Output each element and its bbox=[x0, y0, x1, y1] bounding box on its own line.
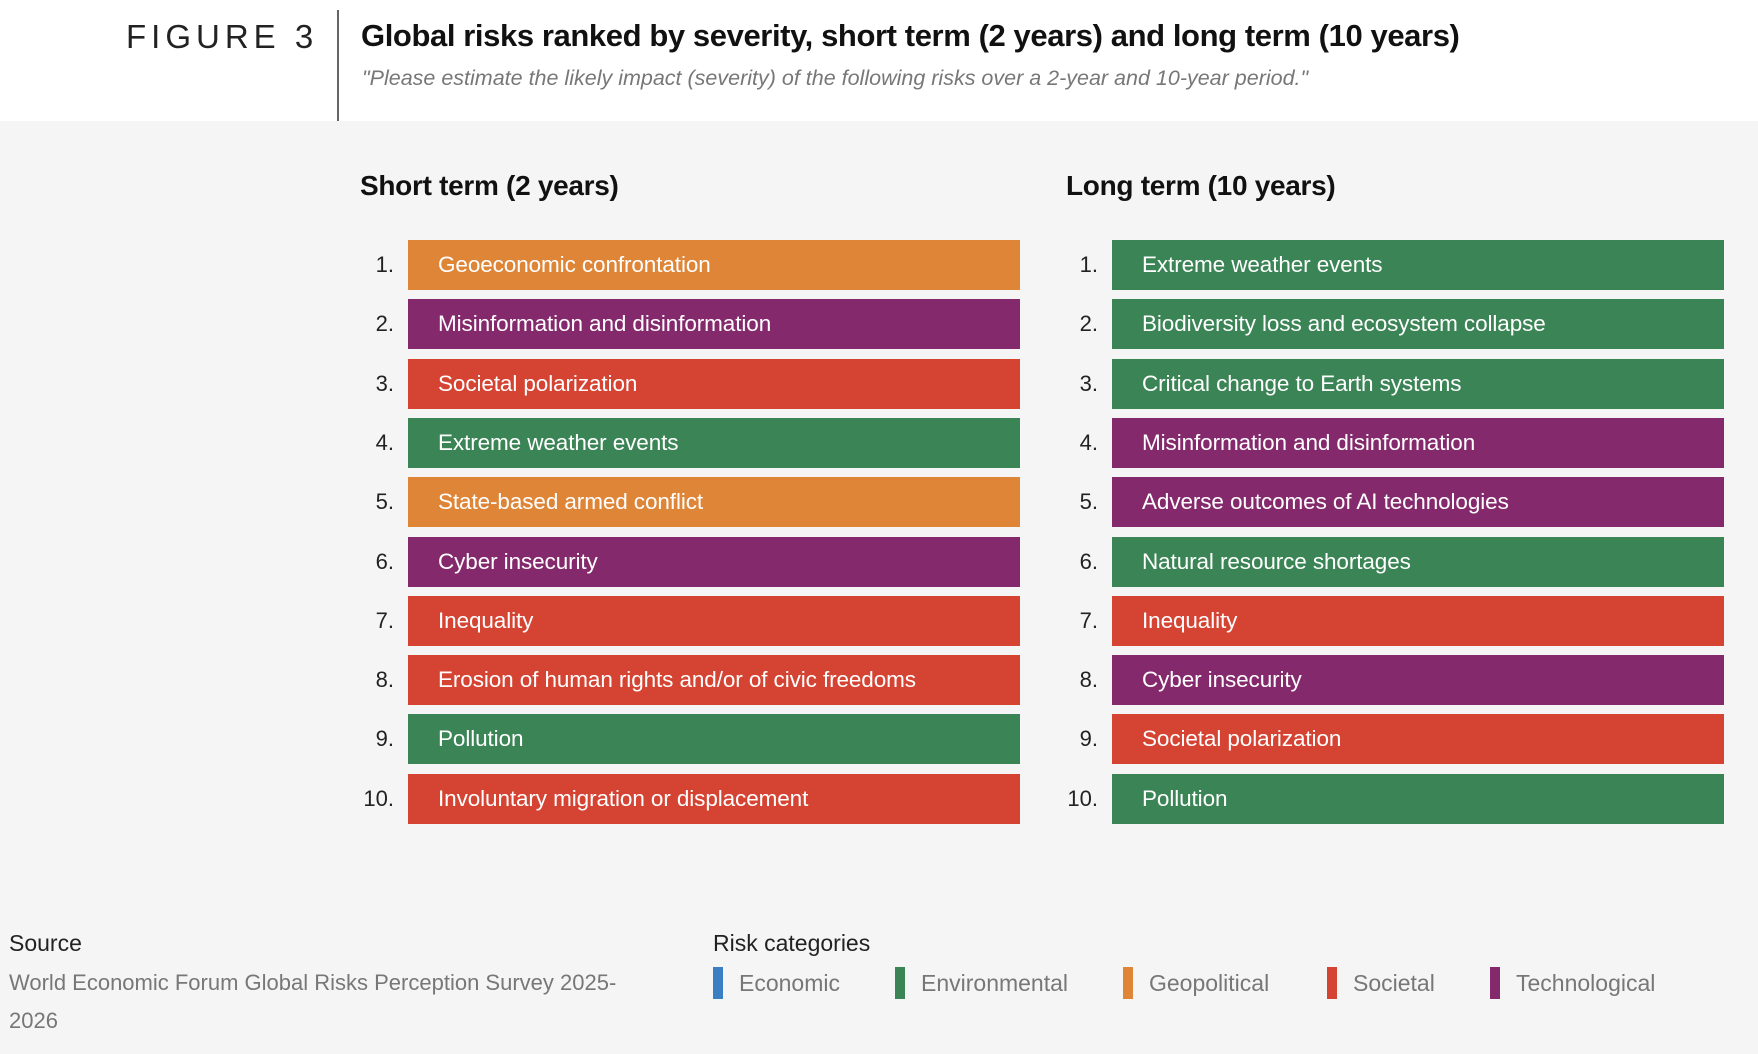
short-term-rank-number: 3. bbox=[375, 370, 394, 396]
long-term-risk-bar: Adverse outcomes of AI technologies bbox=[1112, 477, 1724, 528]
legend-item-economic: Economic bbox=[713, 967, 840, 999]
short-term-rank-number: 1. bbox=[375, 252, 394, 277]
long-term-risk-bar: Misinformation and disinformation bbox=[1112, 417, 1724, 468]
legend-label: Geopolitical bbox=[1149, 969, 1270, 996]
legend-item-technological: Technological bbox=[1490, 967, 1655, 999]
long-term-risk-bar: Critical change to Earth systems bbox=[1112, 358, 1724, 409]
legend-label: Societal bbox=[1353, 969, 1435, 996]
long-term-risk-bar: Inequality bbox=[1112, 595, 1724, 646]
long-term-heading: Long term (10 years) bbox=[1066, 170, 1336, 201]
short-term-risk-bar: Inequality bbox=[408, 595, 1020, 646]
long-term-rank-number: 3. bbox=[1079, 370, 1098, 396]
long-term-risk-bar: Societal polarization bbox=[1112, 714, 1724, 765]
long-term-rank-number: 2. bbox=[1079, 311, 1098, 337]
figure-subtitle: "Please estimate the likely impact (seve… bbox=[362, 66, 1309, 90]
long-term-rank-number: 9. bbox=[1079, 726, 1098, 752]
short-term-rank-number: 2. bbox=[375, 311, 394, 337]
figure-label: FIGURE 3 bbox=[126, 18, 319, 55]
figure-header: FIGURE 3 Global risks ranked by severity… bbox=[0, 0, 1758, 121]
long-term-risk-bar: Natural resource shortages bbox=[1112, 536, 1724, 587]
legend-items: Economic Environmental Geopolitical Societa… bbox=[713, 964, 1753, 1004]
short-term-risk-bar: Cyber insecurity bbox=[408, 536, 1020, 587]
legend-swatch bbox=[1123, 967, 1133, 999]
long-term-risk-bar: Pollution bbox=[1112, 773, 1724, 824]
long-term-rank-number: 6. bbox=[1079, 548, 1098, 574]
long-term-rank-number: 5. bbox=[1079, 489, 1098, 515]
source-text: World Economic Forum Global Risks Percep… bbox=[9, 970, 617, 1033]
short-term-rank-number: 5. bbox=[375, 489, 394, 515]
short-term-rank-number: 9. bbox=[375, 726, 394, 752]
source-note: Source World Economic Forum Global Risks… bbox=[9, 928, 629, 1040]
figure-title: Global risks ranked by severity, short t… bbox=[361, 18, 1460, 53]
short-term-risk-bar: Geoeconomic confrontation bbox=[408, 240, 1020, 290]
long-term-rank-number: 4. bbox=[1079, 429, 1098, 455]
legend-item-societal: Societal bbox=[1327, 967, 1435, 999]
long-term-rank-number: 8. bbox=[1079, 667, 1098, 693]
short-term-rank-number: 7. bbox=[375, 607, 394, 633]
header-divider bbox=[337, 10, 339, 121]
long-term-risk-bar: Biodiversity loss and ecosystem collapse bbox=[1112, 299, 1724, 350]
legend: Risk categories Economic Environmental Geo… bbox=[713, 928, 1753, 1004]
short-term-risk-bar: Involuntary migration or displacement bbox=[408, 773, 1020, 824]
legend-title: Risk categories bbox=[713, 930, 871, 956]
short-term-risk-bar: Societal polarization bbox=[408, 358, 1020, 409]
legend-swatch bbox=[713, 967, 723, 999]
legend-label: Environmental bbox=[921, 969, 1069, 996]
short-term-risk-bar: Pollution bbox=[408, 714, 1020, 765]
long-term-risk-bar: Extreme weather events bbox=[1112, 240, 1724, 290]
long-term-rank-number: 7. bbox=[1079, 607, 1098, 633]
short-term-risk-bar: Misinformation and disinformation bbox=[408, 299, 1020, 350]
short-term-rank-number: 8. bbox=[375, 667, 394, 693]
legend-swatch bbox=[1490, 967, 1500, 999]
short-term-rank-number: 4. bbox=[375, 429, 394, 455]
legend-item-geopolitical: Geopolitical bbox=[1123, 967, 1269, 999]
long-term-rank-number: 10. bbox=[1067, 785, 1098, 811]
short-term-heading: Short term (2 years) bbox=[360, 170, 619, 201]
source-label: Source bbox=[9, 930, 82, 956]
short-term-risk-bar: Erosion of human rights and/or of civic … bbox=[408, 655, 1020, 706]
legend-swatch bbox=[895, 967, 905, 999]
long-term-rank-number: 1. bbox=[1079, 252, 1098, 277]
long-term-risk-bar: Cyber insecurity bbox=[1112, 655, 1724, 706]
legend-swatch bbox=[1327, 967, 1337, 999]
short-term-rank-number: 6. bbox=[375, 548, 394, 574]
short-term-risk-bar: Extreme weather events bbox=[408, 417, 1020, 468]
short-term-rank-number: 10. bbox=[363, 785, 394, 811]
legend-label: Technological bbox=[1516, 969, 1656, 996]
legend-label: Economic bbox=[739, 969, 840, 996]
legend-item-environmental: Environmental bbox=[895, 967, 1068, 999]
short-term-risk-bar: State-based armed conflict bbox=[408, 477, 1020, 528]
